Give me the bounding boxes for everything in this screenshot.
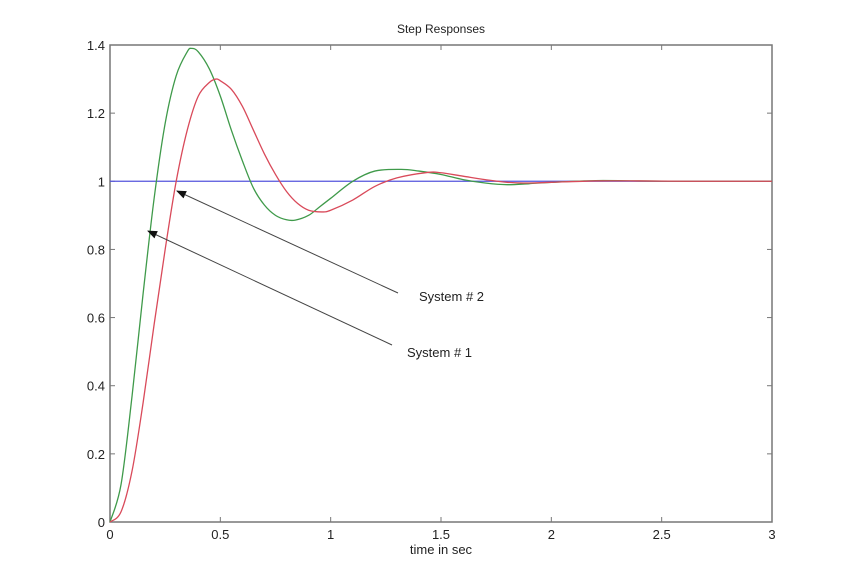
y-tick-label: 1.2	[87, 106, 105, 121]
x-tick-label: 1.5	[432, 527, 450, 542]
x-tick-label: 2	[548, 527, 555, 542]
x-tick-label: 3	[768, 527, 775, 542]
y-tick-label: 0.6	[87, 311, 105, 326]
data-series	[109, 47, 772, 523]
y-tick-label: 0	[98, 515, 105, 530]
annotation-system-2: System # 2	[419, 289, 484, 304]
x-tick-label: 0	[106, 527, 113, 542]
y-tick-label: 0.2	[87, 447, 105, 462]
x-axis-label: time in sec	[410, 542, 473, 557]
x-tick-label: 0.5	[211, 527, 229, 542]
chart-title: Step Responses	[397, 22, 485, 36]
system-2-arrow	[176, 190, 399, 294]
x-tick-label: 2.5	[653, 527, 671, 542]
system-1-arrow	[147, 230, 393, 346]
y-tick-label: 1.4	[87, 38, 105, 53]
annotations: System # 2 System # 1	[147, 190, 484, 360]
annotation-system-1: System # 1	[407, 345, 472, 360]
y-tick-label: 0.8	[87, 242, 105, 257]
x-tick-label: 1	[327, 527, 334, 542]
y-tick-label: 0.4	[87, 379, 105, 394]
series-line-system-1	[109, 47, 772, 523]
plot-area	[109, 44, 773, 523]
series-line-system-2	[109, 78, 772, 523]
y-tick-label: 1	[98, 174, 105, 189]
axis-tick-labels: 0 0.5 1 1.5 2 2.5 3 0 0.2 0.4 0.6 0.8 1 1.2 1.4	[87, 38, 776, 542]
